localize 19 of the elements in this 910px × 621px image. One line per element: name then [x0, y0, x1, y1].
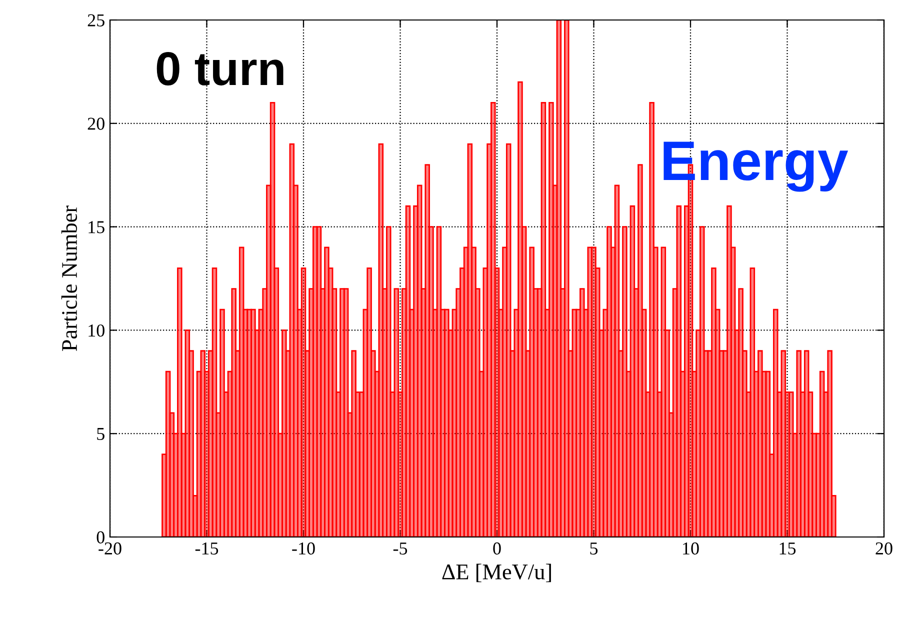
- y-axis-title: Particle Number: [61, 206, 78, 351]
- y-tick-label: 5: [97, 428, 104, 440]
- x-tick-label: 5: [590, 542, 598, 555]
- x-tick-label: -10: [292, 542, 315, 555]
- y-tick-label: 15: [88, 221, 104, 234]
- y-tick-label: 25: [88, 14, 104, 26]
- annotation: Energy: [664, 142, 848, 192]
- x-tick-label: 20: [876, 542, 892, 555]
- x-tick-label: 0: [493, 542, 501, 555]
- y-tick-label: 0: [96, 531, 104, 544]
- x-axis-title: ΔE [MeV/u]: [442, 564, 551, 582]
- x-tick-label: 10: [683, 542, 699, 555]
- x-tick-label: -20: [98, 542, 122, 555]
- x-tick-label: -5: [393, 542, 408, 555]
- y-tick-label: 10: [88, 324, 104, 337]
- y-tick-label: 20: [88, 118, 104, 130]
- x-tick-label: 15: [780, 542, 796, 555]
- x-tick-label: -15: [195, 542, 218, 555]
- annotation: 0 turn: [156, 52, 284, 86]
